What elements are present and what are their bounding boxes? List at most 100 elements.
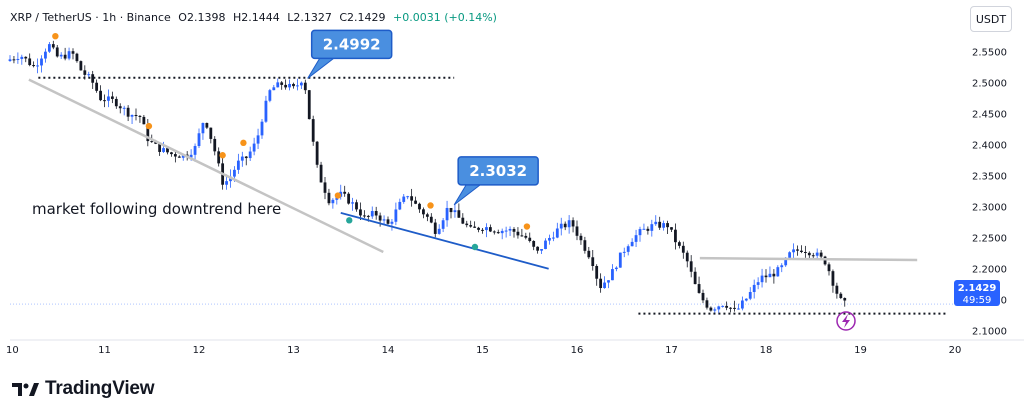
x-tick-label: 20	[949, 345, 962, 356]
candle-body	[284, 84, 288, 88]
candle-body	[103, 100, 106, 102]
x-tick-label: 13	[287, 345, 300, 356]
candle-body	[362, 215, 366, 217]
candle-body	[674, 229, 677, 243]
y-tick-label: 2.3500	[972, 172, 1007, 183]
candle-body	[800, 250, 803, 252]
candle-body	[288, 83, 291, 88]
candle-body	[733, 307, 736, 309]
x-tick-label: 14	[382, 345, 395, 356]
candle-body	[500, 230, 504, 234]
candle-body	[170, 152, 173, 155]
callout-pointer	[307, 57, 336, 79]
candle-body	[296, 85, 299, 87]
candle-body	[481, 229, 484, 231]
candle-body	[469, 225, 473, 227]
orange-marker	[334, 192, 342, 199]
candle-body	[815, 252, 819, 256]
candle-body	[236, 160, 240, 170]
candle-body	[107, 96, 110, 101]
last-price-countdown: 49:59	[963, 295, 992, 306]
candle-body	[44, 51, 47, 59]
candle-body	[87, 74, 91, 76]
candle-body	[772, 273, 776, 277]
x-tick-label: 16	[571, 345, 584, 356]
flash-icon[interactable]	[836, 311, 856, 331]
candle-body	[654, 221, 658, 225]
candle-body	[177, 156, 181, 158]
candle-body	[248, 151, 252, 159]
candle-body	[138, 115, 142, 117]
candle-body	[67, 51, 71, 59]
candle-body	[366, 215, 370, 217]
candle-body	[343, 191, 347, 194]
candle-body	[555, 228, 559, 238]
candle-body	[429, 216, 433, 223]
candle-body	[95, 82, 99, 91]
candle-body	[319, 164, 323, 183]
candle-body	[355, 202, 358, 210]
candle-body	[307, 90, 311, 120]
tradingview-logo[interactable]: TradingView	[12, 378, 155, 400]
ohlc-low: L2.1327	[287, 11, 332, 24]
candle-body	[197, 133, 201, 147]
candle-body	[402, 196, 406, 202]
candle-body	[99, 90, 102, 101]
symbol-name[interactable]: XRP / TetherUS · 1h · Binance	[10, 11, 171, 24]
candle-body	[213, 138, 217, 152]
candle-body	[835, 285, 839, 294]
candle-body	[559, 223, 563, 229]
callout-label: 2.3032	[469, 162, 527, 180]
candle-body	[496, 232, 500, 234]
candle-body	[181, 154, 185, 158]
candle-body	[217, 151, 221, 164]
orange-marker	[427, 202, 434, 209]
y-tick-label: 2.2000	[972, 265, 1007, 276]
candle-body	[650, 224, 654, 231]
orange-marker	[219, 152, 226, 159]
candle-body	[477, 227, 480, 230]
candle-body	[347, 193, 351, 204]
candle-body	[110, 96, 114, 99]
downtrend-gray	[28, 78, 384, 254]
candle-body	[418, 203, 421, 210]
x-tick-label: 12	[193, 345, 206, 356]
candle-body	[453, 210, 457, 213]
candle-body	[658, 221, 662, 228]
candle-body	[449, 207, 453, 213]
candle-body	[382, 219, 386, 221]
y-tick-label: 2.2500	[972, 234, 1007, 245]
horizontal-gray	[699, 256, 918, 262]
candle-body	[803, 251, 807, 253]
candle-body	[583, 240, 587, 251]
candle-body	[811, 255, 815, 257]
orange-marker	[240, 139, 247, 147]
candles-layer	[8, 40, 847, 315]
time-axis[interactable]: 10 11 12 13 14 15 16 17 18 19 20	[6, 345, 961, 356]
candle-body	[760, 275, 764, 283]
y-tick-label: 2.1000	[972, 327, 1007, 338]
candle-body	[575, 226, 579, 236]
currency-button[interactable]: USDT	[970, 6, 1012, 32]
symbol-header: XRP / TetherUS · 1h · Binance O2.1398 H2…	[10, 11, 501, 24]
orange-marker	[145, 122, 153, 130]
candle-body	[819, 252, 823, 257]
candle-body	[122, 107, 126, 109]
candle-body	[425, 214, 429, 217]
y-tick-label: 2.3000	[972, 203, 1007, 214]
candle-body	[146, 124, 150, 142]
candle-body	[327, 192, 331, 204]
x-tick-label: 15	[476, 345, 489, 356]
candle-body	[831, 271, 835, 286]
candle-body	[508, 228, 512, 231]
candle-body	[398, 201, 402, 210]
candle-body	[276, 82, 280, 88]
x-tick-label: 10	[6, 345, 19, 356]
ohlc-close: C2.1429	[339, 11, 386, 24]
markers-layer	[52, 33, 531, 251]
candle-body	[422, 209, 425, 215]
candle-body	[166, 148, 169, 153]
y-tick-label: 2.5000	[972, 79, 1007, 90]
candle-body	[40, 58, 43, 66]
